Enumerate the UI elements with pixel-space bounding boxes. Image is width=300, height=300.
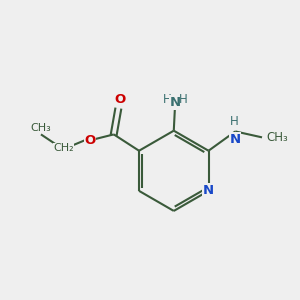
Text: H: H <box>163 93 171 106</box>
Text: CH₃: CH₃ <box>31 123 51 133</box>
Text: N: N <box>203 184 214 197</box>
Text: O: O <box>114 93 125 106</box>
Text: N: N <box>230 133 241 146</box>
Text: H: H <box>179 93 188 106</box>
Text: N: N <box>170 96 181 109</box>
Text: CH₃: CH₃ <box>266 131 288 144</box>
Text: H: H <box>230 115 239 128</box>
Text: CH₂: CH₂ <box>53 143 74 153</box>
Text: O: O <box>84 134 96 147</box>
